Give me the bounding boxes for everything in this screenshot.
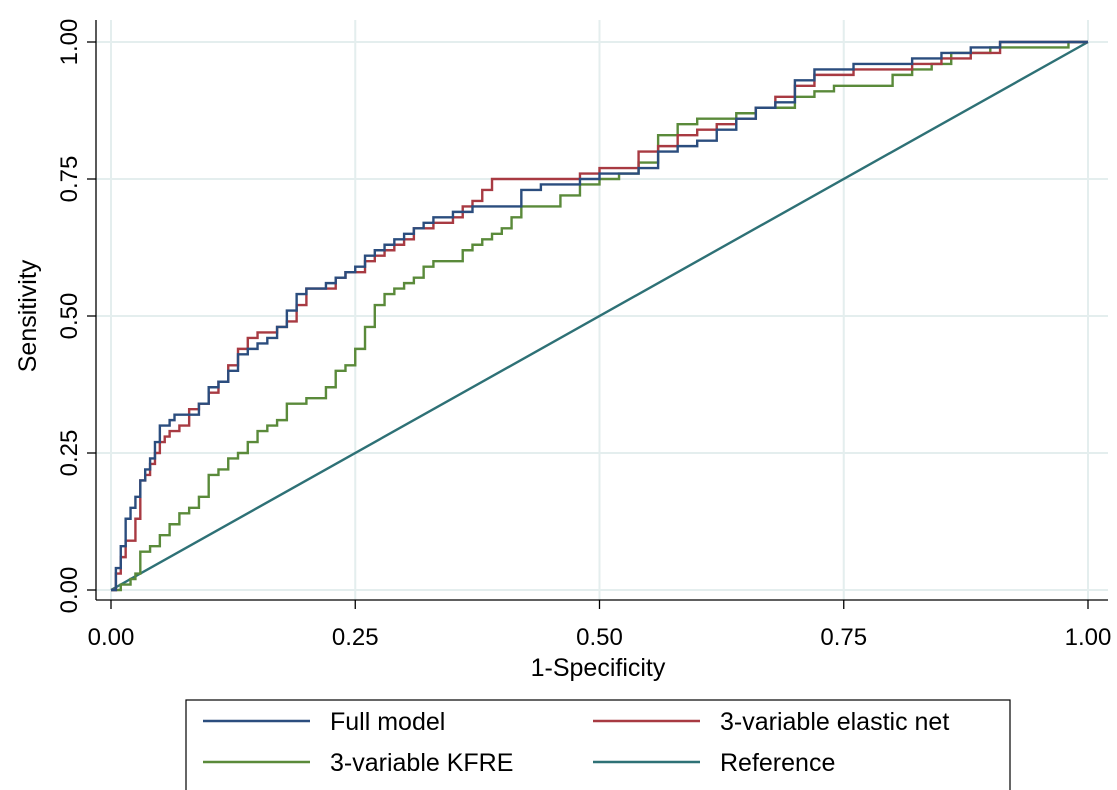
series-line-reference xyxy=(110,40,1089,592)
grid-lines xyxy=(96,20,1108,600)
legend-box xyxy=(185,699,1011,790)
series-layer xyxy=(110,40,1089,592)
x-axis-title: 1-Specificity xyxy=(531,654,666,682)
series-line-3-variable-kfre xyxy=(111,40,1088,592)
y-axis-title: Sensitivity xyxy=(14,259,42,372)
y-tick-label: 0.50 xyxy=(56,293,83,340)
tick-labels: 0.00 0.25 0.50 0.75 1.00 0.00 0.25 0.50 0.75 1.00 xyxy=(56,19,1111,651)
series-line-full-model xyxy=(111,40,1088,592)
x-tick-label: 0.25 xyxy=(332,624,379,651)
axes xyxy=(87,20,1108,609)
legend: Full model 3-variable elastic net 3-variab… xyxy=(185,699,1011,790)
x-tick-label: 0.50 xyxy=(576,624,623,651)
x-tick-label: 0.75 xyxy=(820,624,867,651)
y-tick-label: 0.75 xyxy=(56,156,83,203)
y-tick-label: 1.00 xyxy=(56,19,83,66)
legend-label: 3-variable elastic net xyxy=(720,708,949,736)
y-tick-label: 0.25 xyxy=(56,430,83,477)
legend-label: Reference xyxy=(720,749,835,777)
legend-label: Full model xyxy=(330,708,445,736)
x-tick-label: 1.00 xyxy=(1065,624,1112,651)
y-tick-label: 0.00 xyxy=(56,567,83,614)
legend-label: 3-variable KFRE xyxy=(330,749,513,777)
x-tick-label: 0.00 xyxy=(88,624,135,651)
